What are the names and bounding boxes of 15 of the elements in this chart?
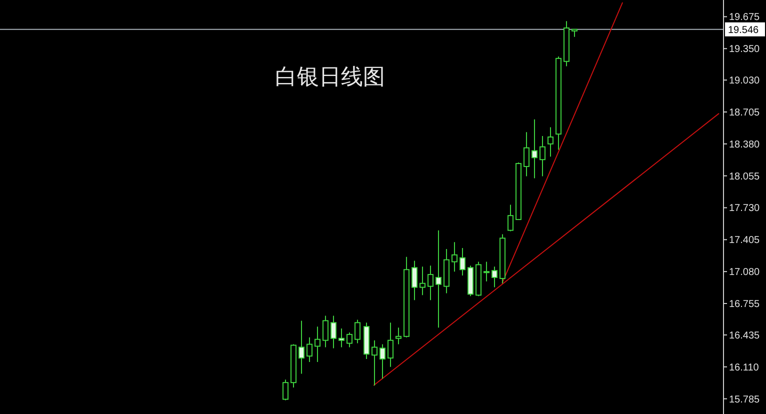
y-tick-label: 16.755 <box>729 299 760 310</box>
y-tick-label: 19.675 <box>729 12 760 24</box>
y-tick-label: 18.055 <box>729 171 760 182</box>
y-tick-label: 18.705 <box>729 107 760 118</box>
y-tick-label: 19.350 <box>729 44 760 56</box>
y-tick-label: 16.435 <box>729 330 760 342</box>
y-tick-label: 15.785 <box>729 394 760 406</box>
y-tick-label: 17.730 <box>729 203 760 214</box>
y-tick-label: 19.030 <box>729 76 760 87</box>
ref-line-label: 19.546 <box>728 24 760 36</box>
y-tick-label: 17.080 <box>729 267 760 278</box>
y-tick-label: 18.380 <box>729 139 760 150</box>
y-tick-label: 17.405 <box>729 235 760 246</box>
y-tick-label: 16.110 <box>729 362 760 374</box>
text: 白银日线图 <box>275 64 385 89</box>
